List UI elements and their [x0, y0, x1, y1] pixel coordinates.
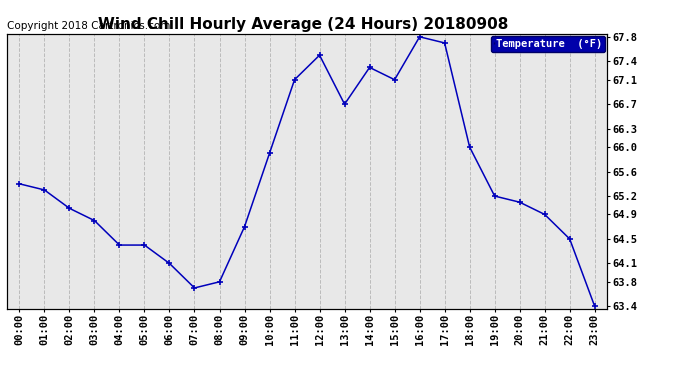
Legend: Temperature  (°F): Temperature (°F) — [491, 36, 605, 52]
Text: Copyright 2018 Cartronics.com: Copyright 2018 Cartronics.com — [7, 21, 170, 31]
Text: Wind Chill Hourly Average (24 Hours) 20180908: Wind Chill Hourly Average (24 Hours) 201… — [99, 17, 509, 32]
